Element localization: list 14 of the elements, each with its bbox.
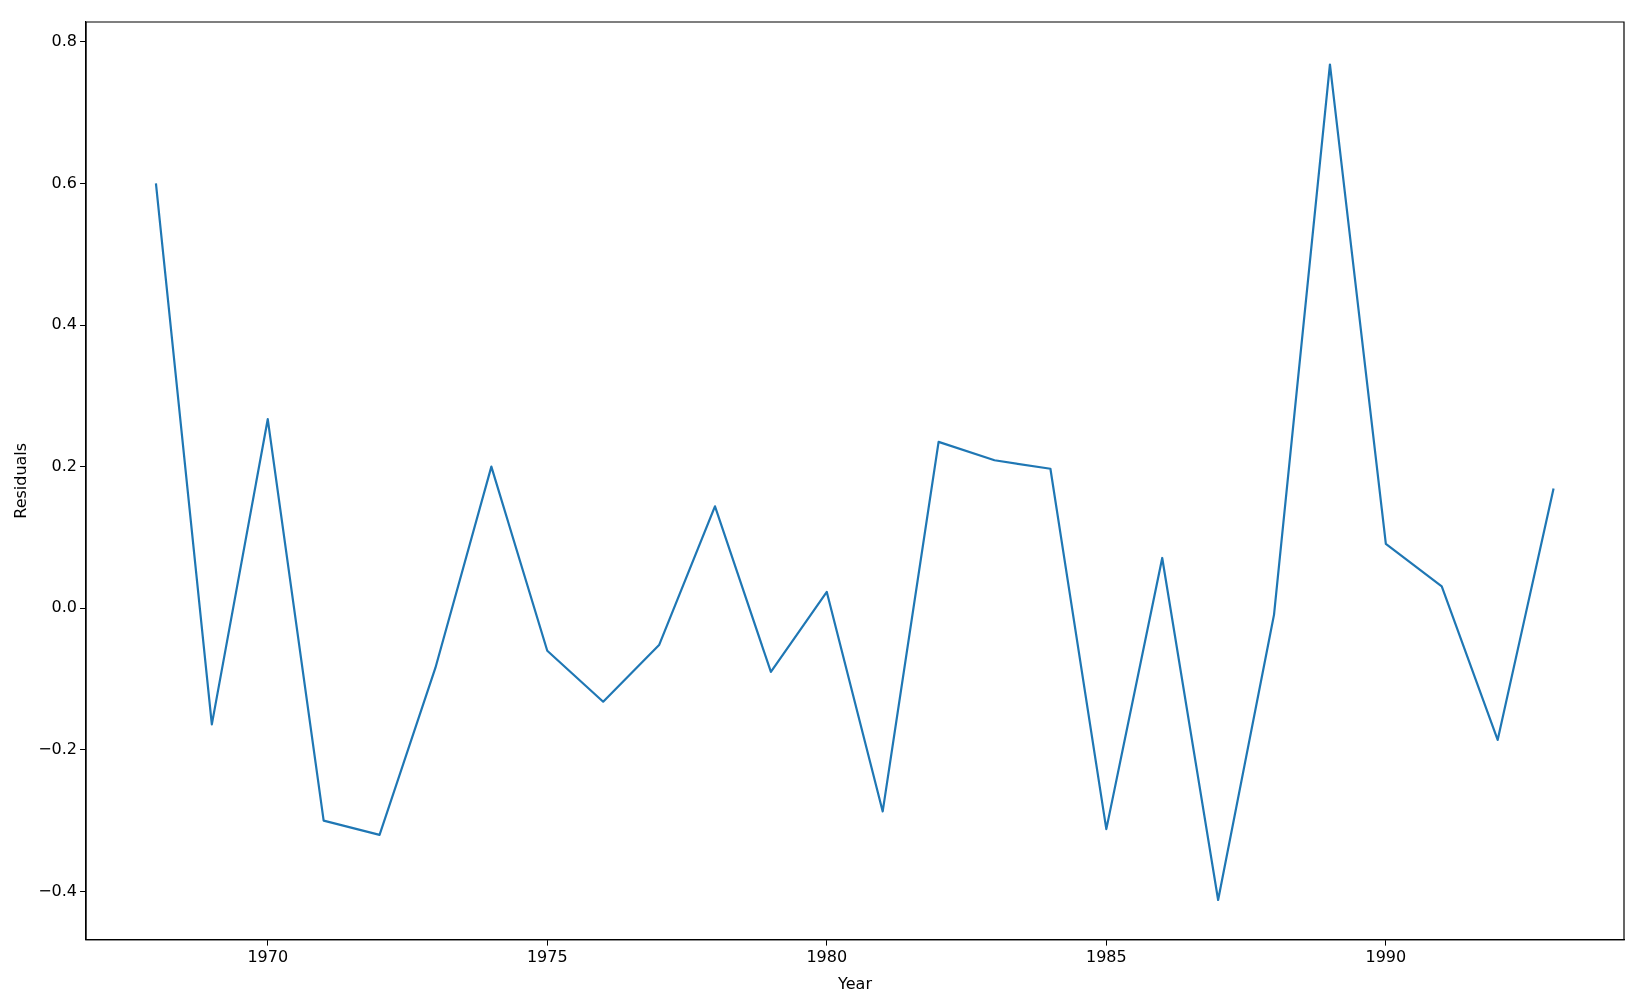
y-tick-label: −0.4 xyxy=(38,880,78,900)
x-axis-title: Year xyxy=(837,973,873,993)
y-tick-label: −0.2 xyxy=(38,739,78,759)
x-tick-label: 1970 xyxy=(247,947,289,967)
y-tick-label: 0.8 xyxy=(51,30,78,50)
y-tick-label: 0.6 xyxy=(51,172,78,192)
y-tick-label: 0.0 xyxy=(51,597,78,617)
x-tick-label: 1975 xyxy=(526,947,568,967)
x-tick-label: 1980 xyxy=(806,947,848,967)
y-tick-label: 0.4 xyxy=(51,314,78,334)
x-tick-label: 1990 xyxy=(1365,947,1407,967)
y-tick-label: 0.2 xyxy=(51,455,78,475)
x-tick-label: 1985 xyxy=(1085,947,1127,967)
y-axis-title: Residuals xyxy=(10,442,30,519)
